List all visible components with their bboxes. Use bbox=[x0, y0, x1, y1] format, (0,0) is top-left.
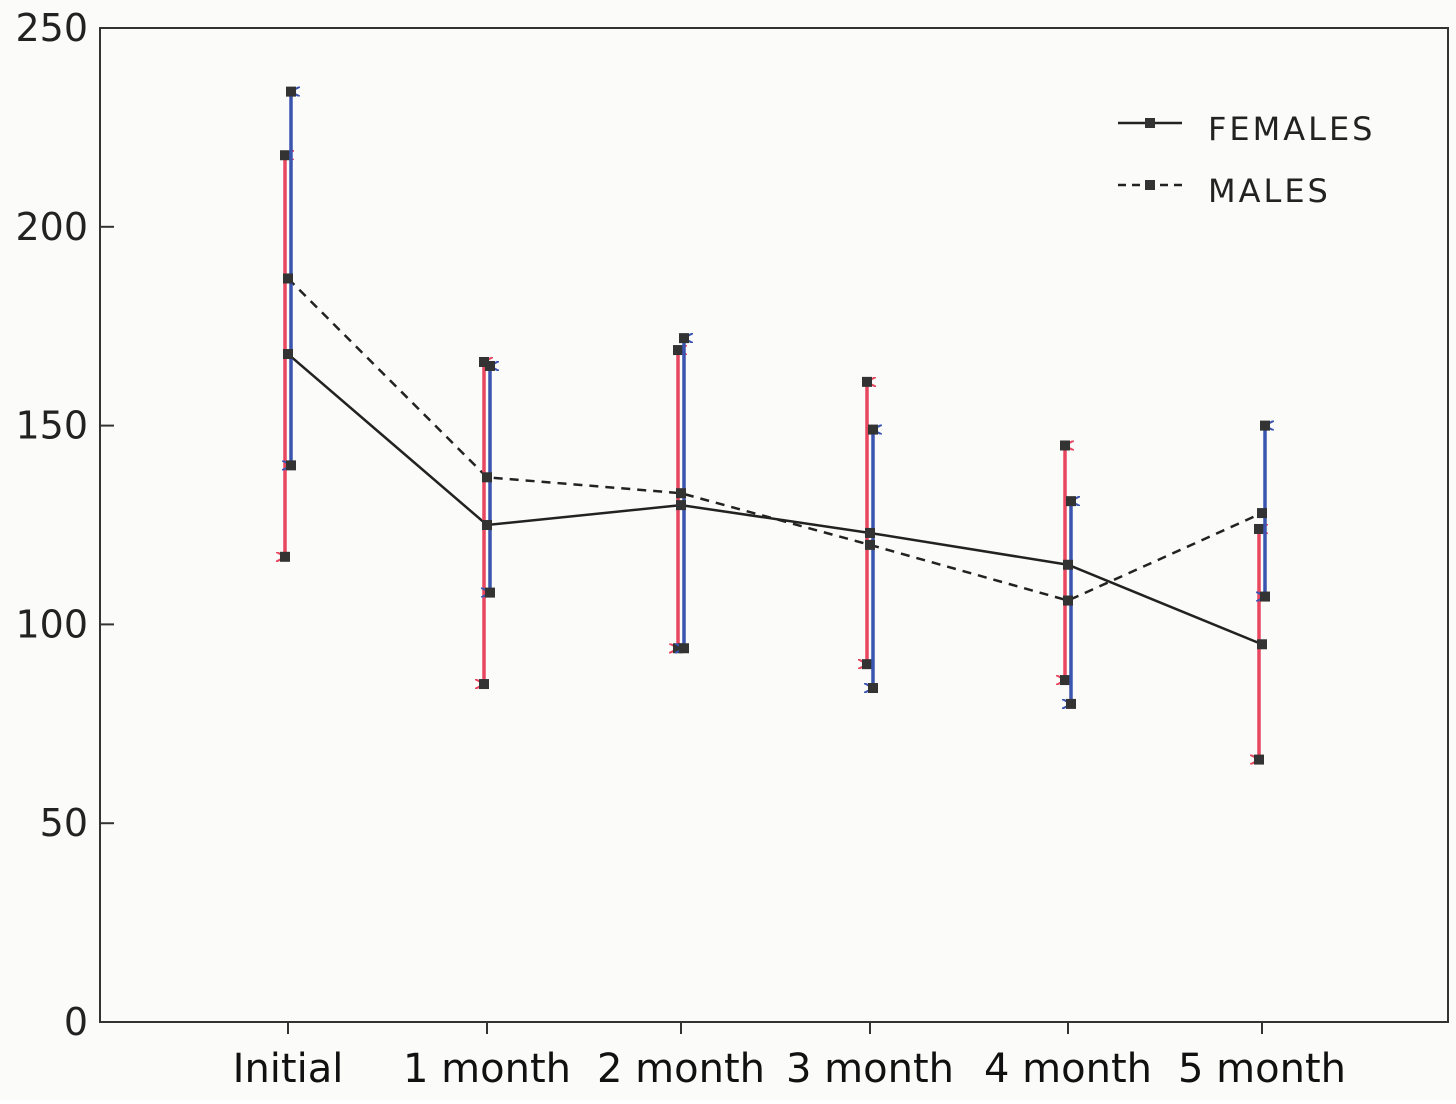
data-point-females bbox=[865, 527, 875, 538]
y-axis: 0 50 100 150 200 250 bbox=[15, 6, 114, 1044]
x-tick-label: Initial bbox=[233, 1046, 344, 1092]
legend-label-males: MALES bbox=[1208, 172, 1331, 210]
error-cap-lower bbox=[1254, 754, 1264, 765]
error-bars bbox=[280, 86, 1270, 765]
legend-label-females: FEMALES bbox=[1208, 110, 1375, 148]
data-point-females bbox=[1257, 639, 1267, 650]
data-point-males bbox=[676, 488, 686, 499]
data-point-females bbox=[482, 520, 492, 530]
error-cap-upper bbox=[673, 345, 683, 356]
error-cap-upper bbox=[1260, 420, 1270, 431]
error-cap-lower bbox=[1060, 675, 1070, 686]
x-tick-label: 2 month bbox=[597, 1046, 765, 1092]
plot-border bbox=[99, 27, 1449, 1023]
error-cap-lower bbox=[868, 683, 878, 694]
data-point-females bbox=[283, 349, 293, 360]
error-cap-upper bbox=[862, 376, 872, 387]
series-line-males bbox=[287, 277, 1263, 602]
data-point-females bbox=[1063, 559, 1073, 570]
x-tick-label: 4 month bbox=[984, 1046, 1152, 1092]
x-axis: Initial 1 month 2 month 3 month 4 month 5 mon… bbox=[233, 1022, 1346, 1092]
data-point-males bbox=[1063, 595, 1073, 606]
error-cap-lower bbox=[280, 551, 290, 562]
error-cap-upper bbox=[1254, 523, 1264, 534]
error-cap-upper bbox=[868, 424, 878, 435]
error-cap-lower bbox=[1260, 591, 1270, 602]
data-point-males bbox=[865, 539, 875, 550]
series-lines bbox=[287, 277, 1263, 646]
data-point-males bbox=[1257, 508, 1267, 519]
error-cap-upper bbox=[1066, 496, 1076, 507]
legend: FEMALES MALES bbox=[1118, 110, 1375, 210]
data-markers bbox=[283, 273, 1267, 650]
error-cap-lower bbox=[485, 587, 495, 598]
y-tick-label: 50 bbox=[40, 801, 88, 845]
error-cap-lower bbox=[1066, 698, 1076, 709]
error-cap-upper bbox=[679, 333, 689, 344]
x-tick-label: 5 month bbox=[1178, 1046, 1346, 1092]
legend-marker-males bbox=[1145, 180, 1155, 190]
y-tick-label: 0 bbox=[64, 1000, 88, 1044]
error-cap-upper bbox=[485, 360, 495, 371]
y-tick-label: 250 bbox=[15, 6, 88, 50]
data-point-males bbox=[283, 273, 293, 284]
x-tick-label: 1 month bbox=[403, 1046, 571, 1092]
error-cap-lower bbox=[679, 643, 689, 654]
data-point-males bbox=[482, 472, 492, 483]
y-tick-label: 150 bbox=[15, 404, 88, 448]
y-tick-label: 200 bbox=[15, 205, 88, 249]
x-tick-label: 3 month bbox=[786, 1046, 954, 1092]
error-cap-upper bbox=[1060, 440, 1070, 451]
error-cap-upper bbox=[286, 86, 296, 97]
y-tick-label: 100 bbox=[15, 602, 88, 646]
data-point-females bbox=[676, 500, 686, 511]
legend-marker-females bbox=[1145, 118, 1155, 128]
series-line-females bbox=[287, 353, 1263, 646]
error-cap-lower bbox=[479, 679, 489, 690]
error-cap-lower bbox=[862, 659, 872, 670]
error-cap-upper bbox=[280, 150, 290, 161]
plot-frame bbox=[99, 27, 1449, 1023]
error-cap-lower bbox=[286, 460, 296, 471]
